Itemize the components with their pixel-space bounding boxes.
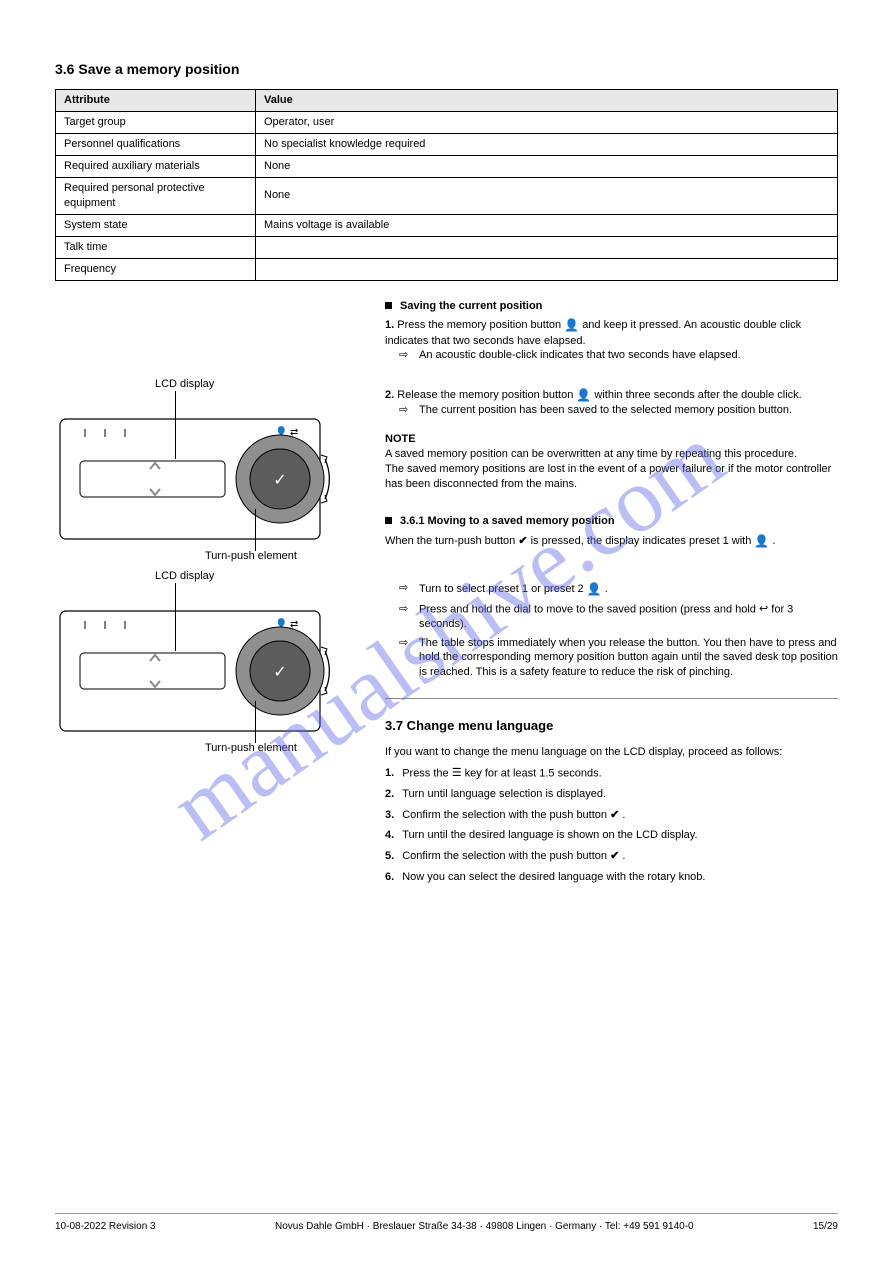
- cell: Required personal protective equipment: [56, 177, 256, 214]
- list-item: 1. Press the ☰ key for at least 1.5 seco…: [385, 766, 838, 781]
- list-item: 3. Confirm the selection with the push b…: [385, 808, 838, 823]
- control-panel-svg: 👤 ⇄ ✓: [55, 581, 355, 751]
- table-row: Required auxiliary materialsNone: [56, 155, 838, 177]
- menu-icon: ☰: [452, 766, 462, 781]
- lang-title: 3.7 Change menu language: [385, 717, 838, 735]
- text-column: Saving the current position 1. Press the…: [385, 299, 838, 564]
- lang-intro: If you want to change the menu language …: [385, 745, 838, 760]
- table-header-attr: Attribute: [56, 89, 256, 111]
- note-line: A saved memory position can be overwritt…: [385, 447, 838, 462]
- cell: No specialist knowledge required: [256, 133, 838, 155]
- cell: Mains voltage is available: [256, 214, 838, 236]
- subsection-head: 3.6.1 Moving to a saved memory position: [385, 514, 838, 529]
- check-icon: ✔: [518, 535, 527, 547]
- arrow-icon: ⇨: [399, 602, 411, 632]
- section-title: 3.6 Save a memory position: [55, 60, 838, 79]
- callout-dial: Turn-push element: [205, 741, 297, 756]
- cell: None: [256, 177, 838, 214]
- page-footer: 10-08-2022 Revision 3 Novus Dahle GmbH ·…: [55, 1213, 838, 1234]
- lang-steps: 1. Press the ☰ key for at least 1.5 seco…: [385, 766, 838, 885]
- check-icon: ✔: [610, 809, 619, 821]
- callout-lcd: LCD display: [155, 569, 214, 584]
- cell: Operator, user: [256, 111, 838, 133]
- cell: [256, 258, 838, 280]
- note-head: NOTE: [385, 433, 416, 445]
- table-row: Talk time: [56, 236, 838, 258]
- note-line: The saved memory positions are lost in t…: [385, 462, 838, 492]
- cell: Target group: [56, 111, 256, 133]
- result-1: ⇨ An acoustic double-click indicates tha…: [385, 348, 838, 363]
- table-row: Frequency: [56, 258, 838, 280]
- table-row: Personnel qualificationsNo specialist kn…: [56, 133, 838, 155]
- arrow-icon: ⇨: [399, 581, 411, 597]
- svg-text:✓: ✓: [273, 664, 286, 681]
- text-column: ⇨ Turn to select preset 1 or preset 2 👤 …: [385, 581, 838, 891]
- person-icon: 👤: [754, 533, 769, 549]
- block-move-position: 👤 ⇄ ✓ LCD display Turn-push element ⇨: [55, 581, 838, 891]
- svg-text:✓: ✓: [273, 472, 286, 489]
- person-icon: 👤: [587, 581, 602, 597]
- arrow-icon: ⇨: [399, 403, 411, 418]
- square-bullet-icon: [385, 517, 392, 524]
- list-item: 2. Turn until language selection is disp…: [385, 787, 838, 802]
- arrow-icon: ⇨: [399, 636, 411, 681]
- step-a: ⇨ Turn to select preset 1 or preset 2 👤 …: [385, 581, 838, 597]
- figure-column: 👤 ⇄ ✓ LCD display Turn-push element: [55, 299, 355, 564]
- block-save-position: 👤 ⇄ ✓ LCD display Turn-push element: [55, 299, 838, 564]
- footer-left: 10-08-2022 Revision 3: [55, 1220, 156, 1234]
- square-bullet-icon: [385, 302, 392, 309]
- block1-head: Saving the current position: [400, 300, 542, 312]
- list-item: 5. Confirm the selection with the push b…: [385, 849, 838, 864]
- table-row: Required personal protective equipmentNo…: [56, 177, 838, 214]
- cell: [256, 236, 838, 258]
- step-2: 2. Release the memory position button 👤 …: [385, 387, 838, 403]
- step-b: ⇨ Press and hold the dial to move to the…: [385, 602, 838, 632]
- cell: Frequency: [56, 258, 256, 280]
- list-item: 6. Now you can select the desired langua…: [385, 870, 838, 885]
- callout-dial: Turn-push element: [205, 549, 297, 564]
- block2-head: 3.6.1 Moving to a saved memory position: [400, 515, 615, 527]
- person-icon: 👤: [564, 317, 579, 333]
- cell: Talk time: [56, 236, 256, 258]
- table-header-val: Value: [256, 89, 838, 111]
- cell: Required auxiliary materials: [56, 155, 256, 177]
- footer-center: Novus Dahle GmbH · Breslauer Straße 34-3…: [275, 1220, 694, 1234]
- figure-column: 👤 ⇄ ✓ LCD display Turn-push element: [55, 581, 355, 891]
- note-step: ⇨ The table stops immediately when you r…: [385, 636, 838, 681]
- table-row: System stateMains voltage is available: [56, 214, 838, 236]
- person-icon: 👤: [576, 387, 591, 403]
- footer-right: 15/29: [813, 1220, 838, 1234]
- note-block: NOTE A saved memory position can be over…: [385, 432, 838, 491]
- check-icon: ✔: [610, 850, 619, 862]
- cell: None: [256, 155, 838, 177]
- cell: System state: [56, 214, 256, 236]
- cell: Personnel qualifications: [56, 133, 256, 155]
- page: manualshive.com 3.6 Save a memory positi…: [0, 0, 893, 1263]
- head-row: Saving the current position: [385, 299, 838, 314]
- divider: [385, 698, 838, 699]
- arrow-icon: ⇨: [399, 348, 411, 363]
- control-panel-svg: 👤 ⇄ ✓: [55, 389, 355, 559]
- control-figure-1: 👤 ⇄ ✓ LCD display Turn-push element: [55, 389, 355, 564]
- list-item: 4. Turn until the desired language is sh…: [385, 828, 838, 843]
- result-2: ⇨ The current position has been saved to…: [385, 403, 838, 418]
- back-icon: ↩: [759, 602, 768, 617]
- table-row: Target groupOperator, user: [56, 111, 838, 133]
- step-1: 1. Press the memory position button 👤 an…: [385, 317, 838, 348]
- spec-table: Attribute Value Target groupOperator, us…: [55, 89, 838, 281]
- control-figure-2: 👤 ⇄ ✓ LCD display Turn-push element: [55, 581, 355, 756]
- callout-lcd: LCD display: [155, 377, 214, 392]
- block2-intro: When the turn-push button ✔ is pressed, …: [385, 533, 838, 549]
